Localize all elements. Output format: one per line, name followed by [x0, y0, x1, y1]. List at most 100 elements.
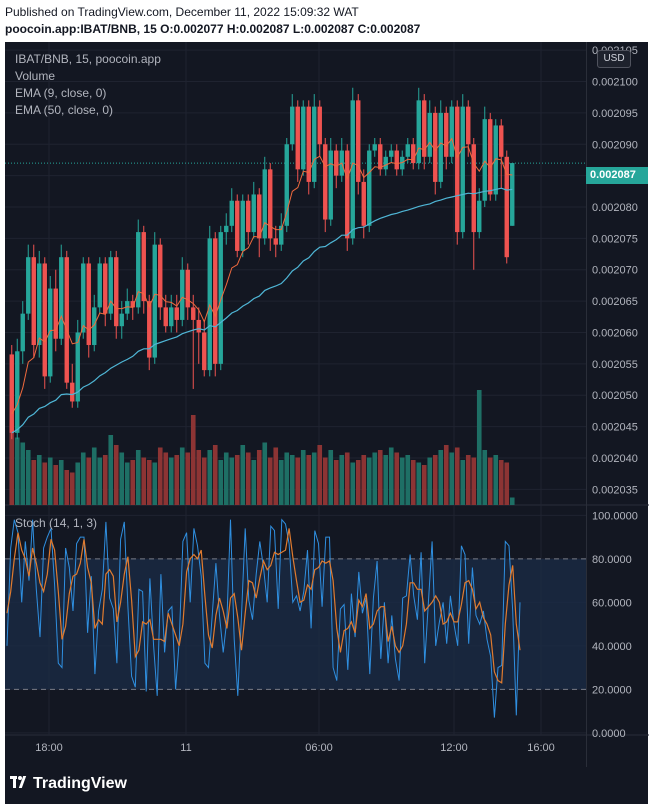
candle-body	[251, 194, 256, 233]
volume-bar	[262, 442, 268, 505]
candle-body	[42, 263, 47, 377]
candle-body	[229, 200, 234, 226]
volume-bar	[135, 450, 141, 505]
volume-bar	[333, 460, 339, 505]
candle-body	[224, 225, 229, 233]
candle-body	[240, 200, 245, 251]
y-tick-label: 0.002035	[592, 484, 638, 496]
volume-bar	[157, 447, 163, 505]
volume-bar	[366, 457, 372, 505]
volume-bar	[421, 465, 427, 505]
y-tick-label: 0.002070	[592, 265, 638, 277]
y-tick-label: 0.002050	[592, 390, 638, 402]
volume-bar	[454, 447, 460, 505]
stoch-d-line	[6, 528, 521, 684]
candle-body	[405, 144, 410, 157]
candle-body	[493, 125, 498, 195]
y-tick-label: 0.002060	[592, 327, 638, 339]
y-tick-label: 0.002100	[592, 77, 638, 89]
published-info: Published on TradingView.com, December 1…	[5, 5, 359, 19]
volume-bar	[25, 450, 31, 505]
volume-bar	[240, 445, 246, 505]
candle-body	[158, 244, 163, 308]
volume-bar	[509, 497, 515, 505]
candle-body	[279, 225, 284, 245]
candle-body	[295, 106, 300, 170]
candle-body	[9, 354, 14, 433]
stoch-k-line	[6, 518, 521, 718]
candle-body	[312, 106, 317, 182]
currency-button[interactable]: USD	[597, 50, 631, 68]
stoch-y-tick-label: 20.0000	[592, 684, 632, 696]
candle-body	[152, 244, 157, 358]
candle-body	[48, 288, 53, 377]
volume-bar	[124, 462, 130, 505]
candle-body	[356, 100, 361, 182]
candle-body	[246, 200, 251, 233]
volume-bar	[42, 462, 48, 505]
volume-bar	[383, 455, 389, 505]
ema50-line	[11, 187, 513, 434]
candle-body	[20, 313, 25, 352]
volume-bar	[196, 450, 202, 505]
candle-body	[284, 144, 289, 226]
volume-bar	[251, 460, 257, 505]
x-tick-label: 06:00	[305, 742, 333, 754]
candle-body	[323, 144, 328, 220]
candle-body	[372, 144, 377, 151]
volume-bar	[20, 442, 26, 505]
candle-body	[108, 257, 113, 314]
volume-bar	[14, 437, 20, 505]
volume-bar	[273, 447, 279, 505]
candle-body	[196, 319, 201, 333]
volume-bar	[207, 450, 213, 505]
volume-bar	[449, 452, 455, 505]
candle-body	[416, 100, 421, 164]
candle-body	[383, 156, 388, 170]
candle-body	[367, 150, 372, 226]
volume-bar	[311, 452, 317, 505]
candle-body	[455, 106, 460, 233]
volume-bar	[119, 452, 125, 505]
y-tick-label: 0.002045	[592, 422, 638, 434]
volume-bar	[31, 460, 37, 505]
candle-body	[218, 232, 223, 364]
volume-bar	[355, 460, 361, 505]
candle-body	[345, 150, 350, 239]
candle-body	[103, 263, 108, 314]
candle-body	[290, 106, 295, 145]
volume-bar	[339, 455, 345, 505]
volume-bar	[185, 452, 191, 505]
candle-body	[59, 257, 64, 339]
price-scale[interactable]: 0.002035 0.002040 0.002045 0.002050 0.002055…	[586, 42, 649, 767]
candle-body	[422, 100, 427, 157]
stoch-y-tick-label: 60.0000	[592, 597, 632, 609]
candle-body	[185, 269, 190, 308]
candle-body	[510, 163, 515, 226]
volume-bar	[289, 455, 295, 505]
y-tick-label: 0.002065	[592, 296, 638, 308]
y-tick-label: 0.002040	[592, 453, 638, 465]
volume-bar	[36, 455, 42, 505]
volume-bar	[306, 455, 312, 505]
volume-bar	[75, 462, 81, 505]
volume-bar	[460, 460, 466, 505]
candle-body	[488, 119, 493, 195]
legend-ema50: EMA (50, close, 0)	[15, 103, 114, 117]
volume-bar	[344, 452, 350, 505]
candle-body	[499, 125, 504, 157]
volume-bar	[9, 420, 15, 505]
volume-bar	[267, 457, 273, 505]
volume-bar	[245, 452, 251, 505]
volume-bar	[97, 457, 103, 505]
y-tick-label: 0.002075	[592, 233, 638, 245]
candle-body	[53, 288, 58, 339]
volume-bar	[377, 450, 383, 505]
footer-bar	[5, 767, 648, 804]
volume-bar	[91, 447, 97, 505]
volume-bar	[471, 457, 477, 505]
candle-body	[449, 106, 454, 157]
chart-panel[interactable]: 18:00 11 06:00 12:00 16:00 IBAT/BNB, 15, poo…	[5, 42, 586, 767]
candle-body	[174, 307, 179, 320]
volume-bar	[438, 450, 444, 505]
